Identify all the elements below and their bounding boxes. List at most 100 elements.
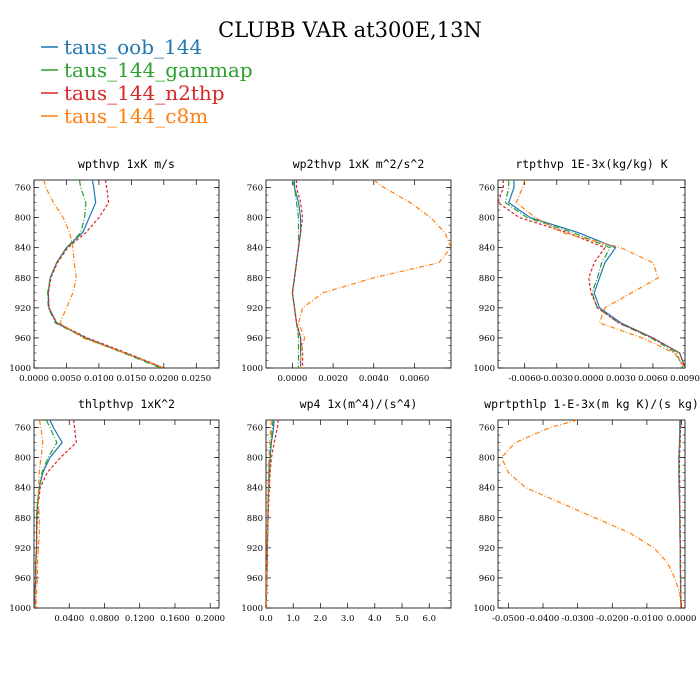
y-tick-label-3-0: 760: [15, 424, 31, 434]
x-tick-label-4-2: 2.0: [314, 614, 328, 624]
y-tick-label-2-4: 920: [479, 304, 495, 314]
y-tick-label-2-3: 880: [479, 274, 495, 284]
x-tick-label-0-0: 0.0000: [19, 374, 49, 384]
panel-3: thlpthvp 1xK^2 760 800 840 880 920 960 1000 0.04…: [9, 397, 225, 624]
series-3-3: [35, 420, 44, 608]
legend-label-0: taus_oob_144: [64, 35, 202, 59]
legend-entry-3: taus_144_c8m: [64, 104, 208, 128]
x-tick-label-1-2: 0.0040: [359, 374, 389, 384]
y-tick-label-0-5: 960: [15, 334, 31, 344]
y-tick-label-3-4: 920: [15, 544, 31, 554]
x-tick-label-0-3: 0.0150: [116, 374, 146, 384]
x-tick-label-2-0: -0.0060: [508, 374, 541, 384]
series-0-1: [46, 180, 161, 368]
x-tick-label-1-1: 0.0020: [318, 374, 348, 384]
x-tick-label-0-2: 0.0100: [84, 374, 114, 384]
series-2-2: [498, 180, 685, 368]
series-0-0: [47, 180, 165, 368]
y-tick-label-0-0: 760: [15, 184, 31, 194]
y-tick-label-1-0: 760: [247, 184, 263, 194]
panel-frame-5: [497, 419, 686, 609]
panel-title-3: thlpthvp 1xK^2: [78, 397, 175, 411]
legend-label-2: taus_144_n2thp: [64, 81, 225, 105]
y-tick-label-5-1: 800: [479, 454, 495, 464]
series-5-2: [678, 420, 682, 608]
y-tick-label-3-1: 800: [15, 454, 31, 464]
legend-entry-1: taus_144_gammap: [64, 58, 253, 82]
series-5-3: [500, 420, 682, 608]
y-tick-label-1-4: 920: [247, 304, 263, 314]
y-tick-label-0-2: 840: [15, 244, 31, 254]
x-tick-label-5-0: -0.0500: [492, 614, 525, 624]
y-tick-label-2-5: 960: [479, 334, 495, 344]
x-tick-label-4-4: 4.0: [368, 614, 382, 624]
panel-5: wprtpthlp 1-E-3x(m kg K)/(s kg) 760 800 840…: [473, 397, 698, 624]
x-tick-label-5-2: -0.0300: [561, 614, 594, 624]
x-tick-label-5-4: -0.0100: [631, 614, 664, 624]
y-tick-label-4-1: 800: [247, 454, 263, 464]
series-2-3: [515, 180, 685, 368]
x-tick-label-2-5: 0.0090: [670, 374, 700, 384]
series-1-2: [291, 180, 304, 368]
x-tick-label-2-1: -0.0030: [540, 374, 573, 384]
y-tick-label-4-3: 880: [247, 514, 263, 524]
y-tick-label-1-6: 1000: [241, 364, 263, 374]
y-tick-label-4-0: 760: [247, 424, 263, 434]
x-tick-label-3-0: 0.0400: [54, 614, 84, 624]
x-tick-label-2-4: 0.0060: [638, 374, 668, 384]
x-tick-label-0-1: 0.0050: [52, 374, 82, 384]
y-tick-label-3-3: 880: [15, 514, 31, 524]
panel-title-1: wp2thvp 1xK m^2/s^2: [293, 157, 425, 171]
y-tick-label-5-6: 1000: [473, 604, 495, 614]
legend: taus_oob_144 taus_144_gammap taus_144_n2…: [41, 35, 253, 128]
x-tick-label-4-5: 5.0: [395, 614, 409, 624]
panel-frame-0: [33, 179, 220, 369]
y-tick-label-0-4: 920: [15, 304, 31, 314]
panel-4: wp4 1x(m^4)/(s^4) 760 800 840 880 920 960 10000…: [241, 397, 452, 624]
y-tick-label-3-5: 960: [15, 574, 31, 584]
x-tick-label-4-0: 0.0: [259, 614, 273, 624]
series-4-2: [266, 420, 279, 608]
x-tick-label-4-1: 1.0: [286, 614, 300, 624]
y-tick-label-0-1: 800: [15, 214, 31, 224]
y-tick-label-1-1: 800: [247, 214, 263, 224]
y-tick-label-5-4: 920: [479, 544, 495, 554]
panel-1: wp2thvp 1xK m^2/s^2 760 800 840 880 920 960 100…: [241, 157, 452, 384]
panel-frame-3: [33, 419, 220, 609]
series-1-0: [291, 180, 302, 368]
x-tick-label-5-1: -0.0400: [527, 614, 560, 624]
series-1-3: [297, 180, 451, 368]
x-tick-label-5-3: -0.0200: [596, 614, 629, 624]
legend-entry-0: taus_oob_144: [64, 35, 202, 59]
y-tick-label-0-3: 880: [15, 274, 31, 284]
y-tick-label-3-2: 840: [15, 484, 31, 494]
y-tick-label-1-2: 840: [247, 244, 263, 254]
legend-entry-2: taus_144_n2thp: [64, 81, 225, 105]
y-tick-label-3-6: 1000: [9, 604, 31, 614]
x-tick-label-3-1: 0.0800: [90, 614, 120, 624]
series-4-3: [266, 420, 272, 608]
series-0-3: [43, 180, 165, 368]
panel-frame-4: [265, 419, 452, 609]
x-tick-label-3-4: 0.2000: [195, 614, 225, 624]
panel-title-0: wpthvp 1xK m/s: [78, 157, 175, 171]
x-tick-label-0-4: 0.0200: [149, 374, 179, 384]
series-3-2: [34, 420, 77, 608]
y-tick-label-4-2: 840: [247, 484, 263, 494]
x-tick-label-1-0: 0.0000: [278, 374, 308, 384]
x-tick-label-0-5: 0.0250: [181, 374, 211, 384]
series-2-0: [507, 180, 685, 368]
y-tick-label-5-2: 840: [479, 484, 495, 494]
series-3-1: [34, 420, 58, 608]
x-tick-label-2-3: 0.0030: [606, 374, 636, 384]
y-tick-label-4-5: 960: [247, 574, 263, 584]
y-tick-label-4-4: 920: [247, 544, 263, 554]
series-2-1: [504, 180, 684, 368]
y-tick-label-5-3: 880: [479, 514, 495, 524]
y-tick-label-2-1: 800: [479, 214, 495, 224]
y-tick-label-1-3: 880: [247, 274, 263, 284]
panel-2: rtpthvp 1E-3x(kg/kg) K 760 800 840 880 920 960…: [473, 157, 700, 384]
x-tick-label-4-3: 3.0: [341, 614, 355, 624]
y-tick-label-0-6: 1000: [9, 364, 31, 374]
